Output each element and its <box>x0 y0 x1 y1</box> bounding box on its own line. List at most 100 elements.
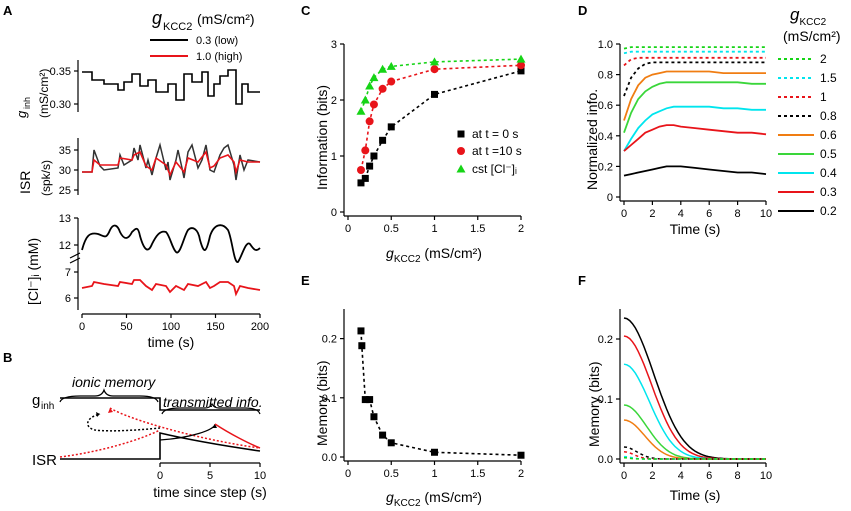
d-ytick-label: 0.8 <box>598 70 613 82</box>
d-series-line-4 <box>623 70 766 121</box>
b-transmitted-info: transmitted info. <box>163 394 263 410</box>
f-xtick-label: 6 <box>706 470 712 482</box>
axis-break-mark <box>69 252 81 259</box>
c-point <box>365 117 374 126</box>
d-ytick-label: 0.6 <box>598 100 613 112</box>
c-xtick-label: 0 <box>345 223 351 235</box>
f-series-line-4 <box>623 419 766 460</box>
e-ytick-label: 0.0 <box>322 452 337 464</box>
ginh-ylabel-sub: inh <box>22 97 32 109</box>
d-ytick-label: 0.2 <box>598 161 613 173</box>
panel-label-f: F <box>578 273 586 288</box>
d-ytick-label: 0 <box>607 192 613 204</box>
time-xtick-label: 50 <box>120 321 132 333</box>
c-point <box>517 67 525 75</box>
c-xlabel: gKCC2 (mS/cm²) <box>386 245 482 265</box>
time-xtick-label: 150 <box>206 321 224 333</box>
d-xtick-label: 8 <box>735 208 741 220</box>
isr-ytick-label: 35 <box>59 145 71 157</box>
e-point <box>366 396 374 404</box>
c-series-fit-1 <box>360 64 522 171</box>
panel-label-c: C <box>301 3 311 18</box>
f-series-line-6 <box>623 451 766 460</box>
b-ionic-memory: ionic memory <box>72 374 156 390</box>
panel-b: g inh ionic memory transmitted info. ISR… <box>32 374 267 500</box>
c-point <box>516 54 526 63</box>
ginh-ytick-label: 0.30 <box>50 99 71 111</box>
d-xtick-label: 6 <box>706 208 712 220</box>
e-point <box>370 413 378 421</box>
c-point <box>361 174 369 182</box>
e-xlabel: gKCC2 (mS/cm²) <box>386 489 482 509</box>
c-legend-label: at t =10 s <box>472 144 522 158</box>
d-series-line-1 <box>623 50 766 55</box>
f-xtick-label: 0 <box>621 470 627 482</box>
cl-trace-high <box>81 279 261 297</box>
b-ginh-label: g <box>32 392 40 409</box>
f-ytick-label: 0.2 <box>598 334 613 346</box>
legend-a-title-sub: KCC2 <box>163 21 192 33</box>
e-point <box>358 342 366 350</box>
ginh-ylabel-g: g <box>14 110 29 118</box>
d-legend-label: 0.5 <box>820 147 837 161</box>
b-isr-step <box>60 431 261 460</box>
d-legend-label: 0.4 <box>820 166 837 180</box>
isr-ytick-label: 25 <box>59 185 71 197</box>
c-point <box>387 77 396 86</box>
c-point <box>357 179 365 187</box>
c-xtick-label: 0.5 <box>384 223 399 235</box>
c-series-fit-2 <box>360 58 522 112</box>
c-point <box>379 136 387 144</box>
c-point <box>369 73 379 82</box>
d-legend-unit: (mS/cm²) <box>783 28 841 44</box>
c-point <box>356 166 365 174</box>
d-legend-title: gKCC2 <box>790 5 827 28</box>
panel-d: 0 2 4 6 8 10 0 0.2 0.4 0.6 0.8 1.0 Normalized info. T… <box>584 5 841 237</box>
d-xtick-label: 10 <box>760 208 772 220</box>
panel-label-b: B <box>3 350 12 365</box>
cl-ytick-label: 13 <box>59 213 71 225</box>
c-ytick-label: 3 <box>331 39 337 51</box>
d-xlabel: Time (s) <box>670 221 721 237</box>
d-legend-label: 0.3 <box>820 185 837 199</box>
e-point <box>431 448 438 456</box>
c-point <box>431 90 438 98</box>
panel-a: g KCC2 (mS/cm²) 0.3 (low) 1.0 (high) 0.3… <box>14 8 269 350</box>
f-ytick-label: 0.0 <box>598 454 613 466</box>
d-series-line-2 <box>623 56 766 67</box>
isr-ytick-label: 30 <box>59 165 71 177</box>
d-xtick-label: 4 <box>678 208 684 220</box>
ginh-trace <box>82 69 260 105</box>
d-ytick-label: 0.4 <box>598 131 613 143</box>
c-ytick-label: 2 <box>331 95 337 107</box>
b-xtick-label: 5 <box>207 470 213 482</box>
d-series-line-7 <box>623 124 767 152</box>
b-xlabel: time since step (s) <box>153 484 267 500</box>
d-ytick-label: 1.0 <box>598 39 613 51</box>
c-point <box>365 81 375 90</box>
b-ginh-step <box>60 397 260 411</box>
e-point <box>517 451 525 459</box>
e-ylabel: Memory (bits) <box>314 360 330 446</box>
panel-label-a: A <box>3 3 13 18</box>
e-point <box>361 396 369 404</box>
d-series-line-0 <box>623 46 766 50</box>
c-point <box>369 100 378 109</box>
e-point <box>379 431 387 439</box>
b-memory-dotted-red <box>59 407 261 458</box>
isr-ylabel-2: (spk/s) <box>39 160 53 196</box>
b-transmitted-brace <box>161 402 261 415</box>
c-point <box>378 84 387 93</box>
c-point <box>517 61 525 70</box>
b-xtick-label: 0 <box>157 470 163 482</box>
cl-ytick-label: 6 <box>65 293 71 305</box>
isr-ylabel-1: ISR <box>17 171 33 194</box>
b-info-arrow-black <box>159 423 216 441</box>
b-info-curve-red <box>214 423 261 449</box>
f-xtick-label: 8 <box>735 470 741 482</box>
legend-a-title-g: g <box>152 8 162 28</box>
cl-ytick-label: 7 <box>65 267 71 279</box>
c-legend-label: cst [Cl⁻]ᵢ <box>472 162 517 176</box>
cl-trace-low <box>81 224 261 263</box>
f-series-line-1 <box>623 335 766 460</box>
